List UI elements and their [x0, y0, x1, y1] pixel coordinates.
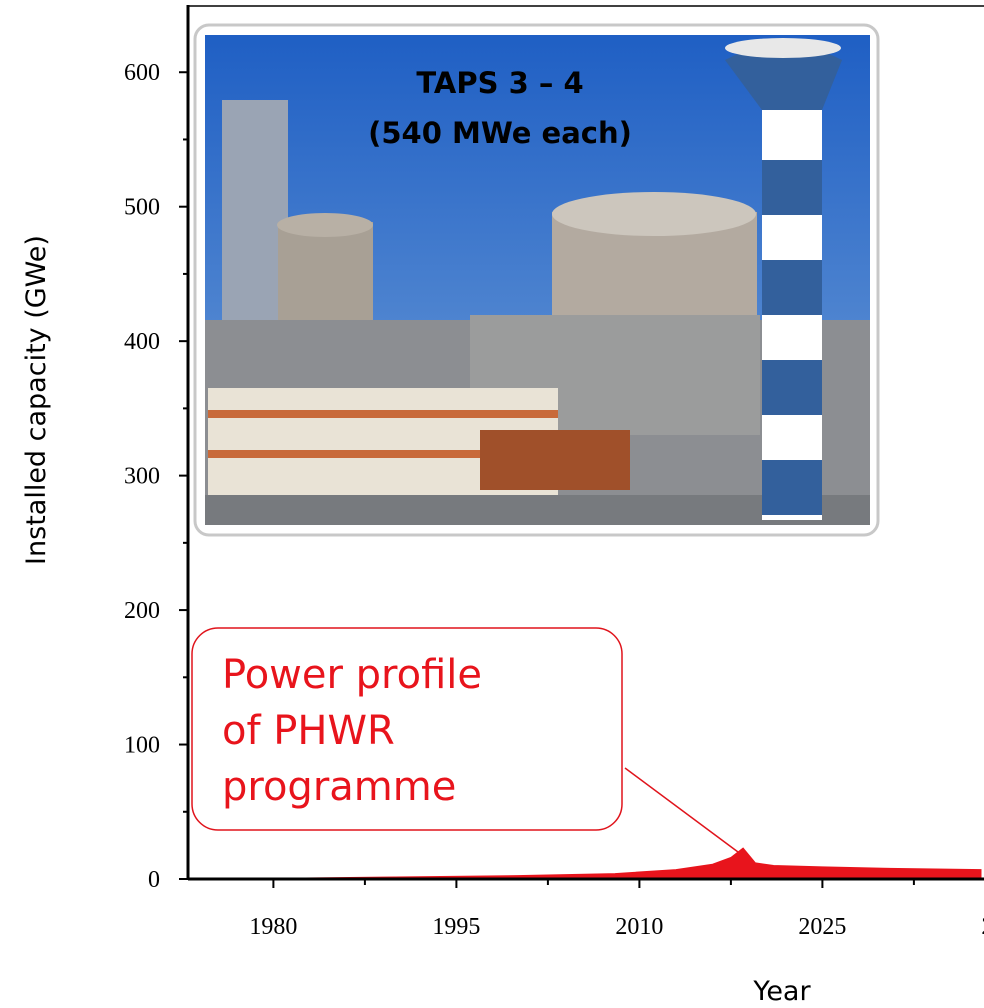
x-tick-label: 2040	[981, 914, 984, 940]
photo-caption: TAPS 3 – 4	[416, 66, 583, 100]
annotation-box	[191, 627, 623, 831]
y-tick-label: 400	[124, 329, 160, 355]
y-tick-label: 500	[124, 195, 160, 221]
x-tick-label: 1995	[432, 914, 480, 940]
y-tick-label: 0	[148, 867, 160, 893]
y-tick-label: 300	[124, 464, 160, 490]
x-tick-label: 2025	[798, 914, 846, 940]
y-axis-label: Installed capacity (GWe)	[21, 235, 52, 565]
x-tick-label: 1980	[249, 914, 297, 940]
annotation-text: programme	[222, 764, 456, 810]
annotation-text: of PHWR	[222, 708, 395, 754]
annotation-arrow	[624, 767, 739, 853]
y-tick-label: 200	[124, 598, 160, 624]
photo-caption: (540 MWe each)	[368, 116, 632, 150]
area	[187, 847, 982, 880]
water-tower	[725, 38, 842, 520]
x-axis-label: Year	[752, 976, 811, 1007]
x-tick-label: 2010	[615, 914, 663, 940]
y-tick-label: 100	[124, 733, 160, 759]
photo-inset: TAPS 3 – 4 (540 MWe each)	[193, 23, 880, 537]
annotation-text: Power profile	[222, 652, 482, 698]
y-tick-label: 600	[124, 60, 160, 86]
